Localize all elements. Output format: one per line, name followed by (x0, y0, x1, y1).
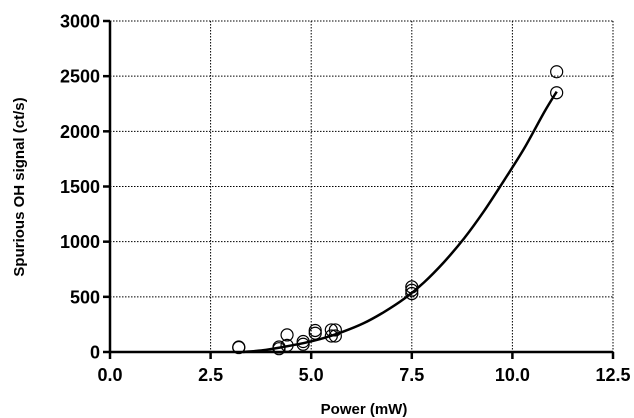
data-point-12 (328, 329, 342, 343)
x-tick-label-1: 2.5 (198, 365, 223, 385)
fit-curve (242, 90, 558, 354)
data-point-18 (550, 65, 564, 79)
y-axis-title: Spurious OH signal (ct/s) (11, 97, 28, 276)
x-tick-label-5: 12.5 (595, 365, 630, 385)
x-tick-label-0: 0.0 (97, 365, 122, 385)
ticks (103, 19, 615, 359)
data-point-7 (296, 334, 310, 349)
data-point-13 (328, 323, 342, 337)
data-point-6 (296, 337, 310, 351)
data-point-16 (405, 280, 419, 294)
x-tick-label-4: 10.0 (495, 365, 530, 385)
x-tick-label-3: 7.5 (399, 365, 424, 385)
tick-labels: 0.0 2.5 5.0 7.5 10.0 12.5 0 500 1000 1500 2000 2500… (60, 12, 631, 386)
grid (110, 20, 614, 352)
data-point-4 (280, 338, 294, 352)
data-point-17 (550, 86, 564, 100)
data-point-8 (308, 326, 322, 340)
y-tick-label-3: 1500 (60, 177, 100, 197)
y-tick-label-6: 3000 (60, 12, 100, 32)
fit-curve-group (242, 90, 558, 354)
y-tick-label-4: 2000 (60, 122, 100, 142)
x-tick-label-2: 5.0 (299, 365, 324, 385)
data-point-3 (272, 340, 286, 354)
y-tick-label-0: 0 (90, 343, 100, 363)
data-point-1 (232, 340, 246, 354)
x-axis-title: Power (mW) (321, 401, 408, 418)
y-tick-label-2: 1000 (60, 232, 100, 252)
data-point-15 (405, 283, 419, 297)
data-points (232, 65, 564, 356)
y-tick-label-5: 2500 (60, 67, 100, 87)
data-point-14 (405, 286, 419, 301)
data-point-9 (308, 323, 322, 338)
y-tick-label-1: 500 (70, 287, 100, 307)
data-point-5 (280, 328, 294, 342)
